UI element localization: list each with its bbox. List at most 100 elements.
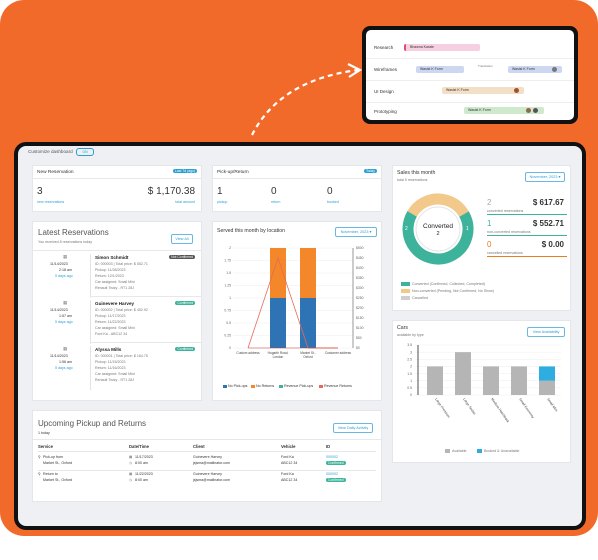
gantt-preview-card: Research Bhawna Karate Wireframes Wasist… [362, 26, 578, 124]
vehicle-cell: Ford Ka [281, 472, 294, 476]
new-reservations-count: 3 [37, 186, 43, 197]
legend-label: Booked & Unavailable [484, 449, 520, 453]
donut-center-label: Converted [423, 223, 453, 230]
dashboard-frame: Customize dashboard ON New Reservation L… [14, 142, 586, 530]
dashboard: Customize dashboard ON New Reservation L… [18, 146, 582, 526]
dashboard-title: Customize dashboard [28, 149, 73, 154]
avatar [526, 108, 531, 113]
client-name[interactable]: Guinevere Harvey [95, 301, 135, 306]
reservation-date: 11/14/2023 [50, 308, 68, 312]
email-cell[interactable]: jsjsma@mailinator.com [193, 461, 230, 465]
legend-swatch [401, 282, 410, 286]
x-tick-label: Small Economy [518, 397, 535, 419]
time-cell: 8:00 am [135, 461, 148, 465]
cancelled-amount: $ 0.00 [541, 240, 564, 249]
location-pin-icon: ⚲ [38, 455, 41, 459]
y2-tick-label: $200 [356, 306, 364, 310]
legend-label: Cancelled [412, 296, 428, 300]
nonconverted-amount: $ 552.71 [532, 219, 564, 228]
reservation-line: Pickup: 11/15/2023 [95, 360, 126, 364]
card-title: Pick-up/Return [217, 170, 249, 175]
status-badge: Confirmed [175, 347, 195, 351]
reservation-ago: 5 days ago [55, 274, 73, 278]
view-all-button[interactable]: View All [171, 234, 193, 244]
legend-swatch [401, 296, 410, 300]
converted-count: 2 [487, 198, 492, 207]
nonconverted-label: non-converted reservations [487, 230, 531, 234]
y-tick-label: 3 [410, 350, 412, 354]
table-row[interactable]: ⚲ Return to Market St., Oxford ▦ 11/22/2… [33, 472, 381, 488]
place-cell: Market St., Oxford [43, 478, 73, 482]
bar-no-returns [270, 248, 286, 298]
sales-donut-chart [402, 193, 474, 265]
bar-booked [539, 366, 555, 381]
donut-slice-converted [402, 193, 474, 265]
cancelled-label: cancelled reservations [487, 251, 523, 255]
y-tick-label: 0.5 [407, 386, 412, 390]
card-subtitle: You received 8 reservations today [38, 240, 93, 244]
served-chart: 0 0.25 0.5 0.75 1 1.25 1.5 1.75 2 $0 $50 $100 $150 $2… [224, 246, 364, 359]
view-availability-button[interactable]: View Availability [527, 327, 565, 337]
reservation-line: ID: 000003 | Total price: $ 552.71 [95, 262, 148, 266]
x-tick-label: Hogarth Road, London [268, 351, 289, 359]
bar-no-returns [300, 248, 316, 298]
view-daily-activity-button[interactable]: View Daily Activity [333, 423, 373, 433]
gantt-bar[interactable]: Wasist K Form [508, 66, 562, 73]
gantt-bar[interactable]: Bhawna Karate [404, 44, 480, 51]
reservation-line: Car assigned: Small Mini [95, 280, 135, 284]
legend-swatch [279, 385, 283, 388]
month-filter[interactable]: November, 2023 ▾ [525, 172, 565, 182]
list-item[interactable]: ▦ 11/14/2023 1:57 am 5 days ago Guinever… [33, 300, 201, 346]
email-cell[interactable]: jsjsma@mailinator.com [193, 478, 230, 482]
month-filter[interactable]: November, 2023 ▾ [335, 227, 377, 237]
reservation-time: 2:18 am [59, 268, 72, 272]
new-reservation-card: New Reservation Last 7d (ago) 3 new rese… [32, 165, 202, 212]
client-name[interactable]: Alyssa Mills [95, 347, 122, 352]
cancelled-count: 0 [487, 240, 492, 249]
upcoming-card: Upcoming Pickup and Returns 1 today View… [32, 410, 382, 502]
legend-label: Revenue Returns [324, 384, 352, 388]
reservation-line: Return: 11/22/2023 [95, 320, 126, 324]
bar-available [427, 366, 443, 395]
card-subtitle: available by type [397, 333, 424, 337]
y-tick-label: 0 [410, 393, 412, 397]
client-cell[interactable]: Guinevere Harvey [193, 455, 222, 459]
reservation-line: Return: 11/16/2023 [95, 366, 126, 370]
y-tick-label: 0.5 [226, 321, 231, 325]
table-header: Client [193, 444, 205, 449]
booked-count: 0 [327, 186, 333, 197]
y2-tick-label: $450 [356, 256, 364, 260]
card-title: New Reservation [37, 170, 74, 175]
gantt-row-label: Research [374, 45, 394, 50]
calendar-icon: ▦ [129, 472, 133, 476]
x-tick-label: Custom address [236, 351, 260, 355]
legend-label: No Returns [256, 384, 275, 388]
client-cell[interactable]: Guinevere Harvey [193, 472, 222, 476]
id-link[interactable]: 000002 [326, 455, 338, 459]
customize-toggle[interactable]: ON [76, 148, 94, 156]
gantt-bar[interactable]: Wasist K Form [464, 107, 544, 114]
period-badge: Last 7d (ago) [173, 169, 197, 173]
table-row[interactable]: ⚲ Pick-up from Market St., Oxford ▦ 11/1… [33, 455, 381, 471]
bar-available [511, 366, 527, 395]
reservation-time: 1:56 am [59, 360, 72, 364]
donut-center-value: 2 [436, 231, 440, 237]
y-tick-label: 1.75 [224, 259, 231, 263]
gantt-bar[interactable]: Wasist K Form [416, 66, 464, 73]
card-subtitle: 1 today [38, 431, 50, 435]
x-tick-label: Large Sedan [462, 397, 476, 415]
client-name[interactable]: Simon Schmidt [95, 255, 129, 260]
cars-chart: 0 0.5 1 1.5 2 2.5 3 3.5 Large Premium Large Sedan… [407, 343, 561, 424]
list-item[interactable]: ▦ 11/14/2023 2:18 am 5 days ago Simon Sc… [33, 254, 201, 300]
legend-label: Available [452, 449, 467, 453]
return-label: return [271, 200, 281, 204]
plate-cell: ABC12 34 [281, 461, 298, 465]
place-cell: Market St., Oxford [43, 461, 73, 465]
list-item[interactable]: ▦ 11/14/2023 1:56 am 5 days ago Alyssa M… [33, 346, 201, 392]
gantt-bar[interactable]: Wasist K Form [442, 87, 524, 94]
id-link[interactable]: 000002 [326, 472, 338, 476]
y-tick-label: 1 [410, 379, 412, 383]
date-cell: 11/22/2023 [135, 472, 153, 476]
legend-swatch [223, 385, 227, 388]
reservation-line: Return: 12/1/2023 [95, 274, 124, 278]
